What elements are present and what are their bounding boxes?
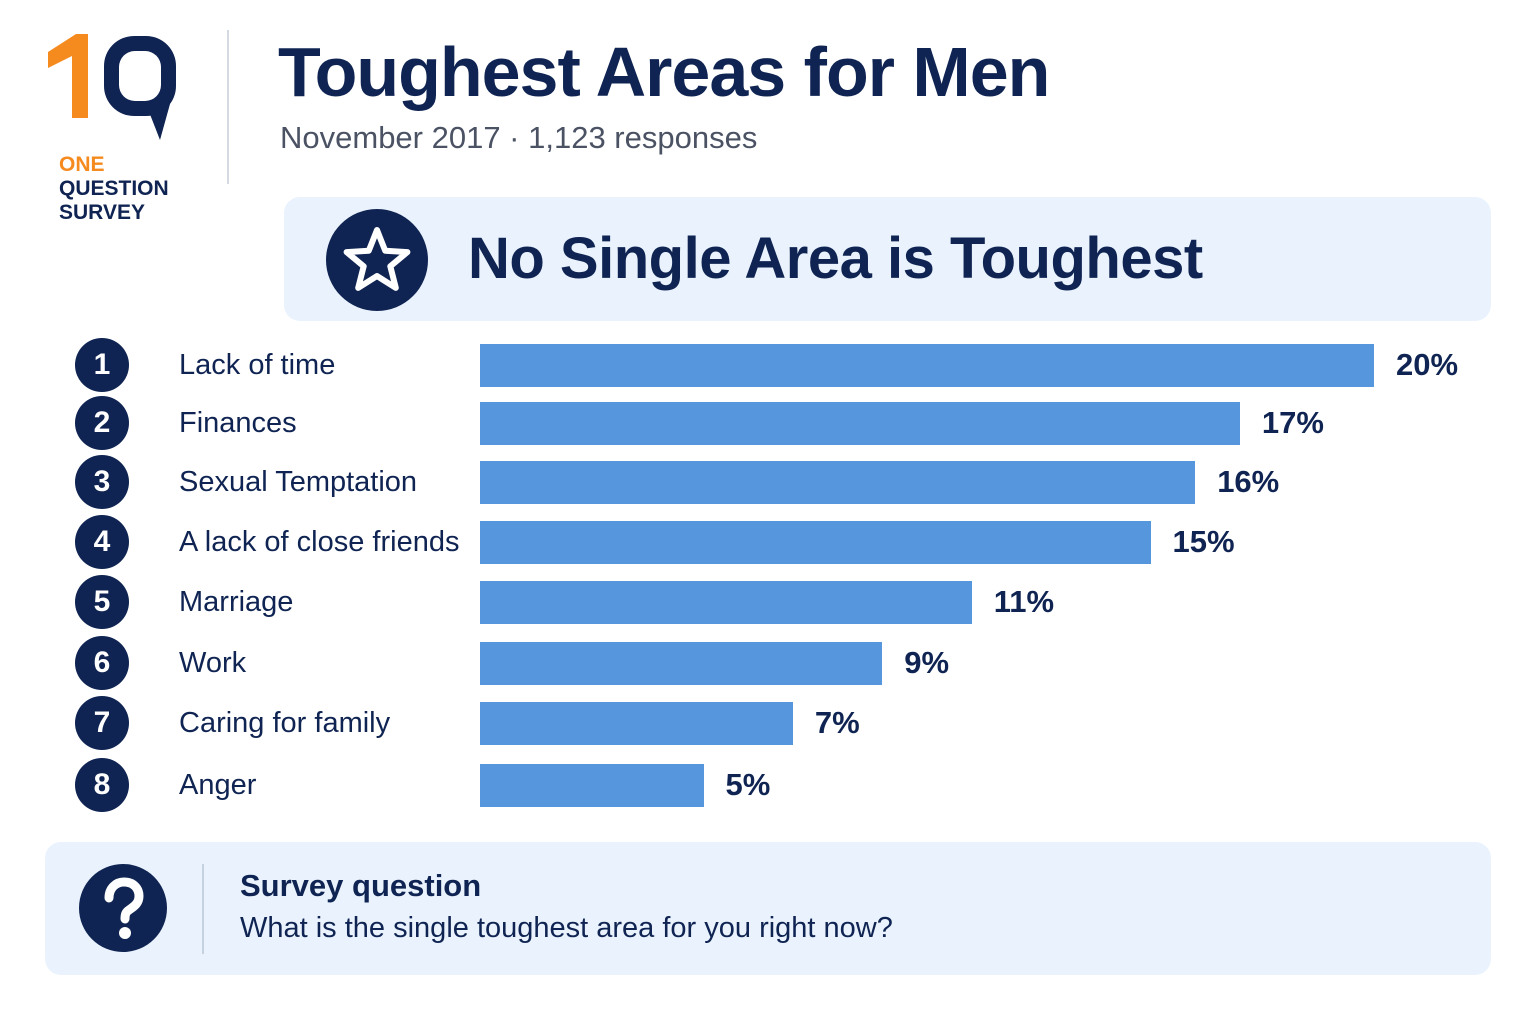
- category-label: Sexual Temptation: [179, 466, 418, 498]
- bar: [480, 642, 883, 685]
- logo-word-one: ONE: [59, 153, 105, 176]
- value-label: 11%: [993, 584, 1055, 619]
- value-label: 5%: [725, 767, 771, 802]
- headline-banner: No Single Area is Toughest: [284, 197, 1491, 321]
- banner-headline: No Single Area is Toughest: [468, 226, 1203, 291]
- rank-badge-5: 5: [75, 575, 129, 629]
- category-label: Anger: [179, 769, 257, 801]
- category-label: Caring for family: [179, 707, 391, 739]
- one-question-survey-logo: ONE QUESTION SURVEY: [46, 30, 186, 224]
- rank-badge-6: 6: [75, 636, 129, 690]
- question-heading: Survey question: [240, 868, 482, 903]
- logo-word-question: QUESTION: [59, 177, 169, 200]
- question-divider: [202, 864, 204, 954]
- rank-badge-1: 1: [75, 338, 129, 392]
- value-label: 9%: [904, 645, 950, 680]
- header-divider: [227, 30, 229, 184]
- rank-badge-3: 3: [75, 455, 129, 509]
- bar: [480, 402, 1240, 445]
- category-label: Marriage: [179, 586, 294, 618]
- bar: [480, 702, 793, 745]
- logo-word-survey: SURVEY: [59, 201, 145, 224]
- rank-badge-8: 8: [75, 758, 129, 812]
- value-label: 16%: [1217, 464, 1280, 499]
- bar: [480, 461, 1196, 504]
- question-text: What is the single toughest area for you…: [240, 912, 893, 944]
- rank-badge-2: 2: [75, 396, 129, 450]
- category-label: Lack of time: [179, 349, 336, 381]
- page-title: Toughest Areas for Men: [278, 33, 1050, 111]
- category-label: Work: [179, 647, 247, 679]
- rank-badge-7: 7: [75, 696, 129, 750]
- bar: [480, 581, 972, 624]
- bar: [480, 344, 1374, 387]
- rank-badge-4: 4: [75, 515, 129, 569]
- 1q-logo-mark: [48, 34, 176, 140]
- value-label: 17%: [1261, 405, 1324, 440]
- value-label: 20%: [1396, 347, 1459, 382]
- page-subtitle: November 2017 · 1,123 responses: [280, 120, 758, 155]
- category-label: Finances: [179, 407, 297, 439]
- category-label: A lack of close friends: [179, 526, 460, 558]
- bar: [480, 764, 704, 807]
- bar: [480, 521, 1151, 564]
- value-label: 7%: [814, 705, 860, 740]
- question-mark-icon: [79, 864, 167, 952]
- survey-question-panel: Survey question What is the single tough…: [45, 842, 1491, 975]
- value-label: 15%: [1172, 524, 1235, 559]
- star-icon: [326, 209, 428, 311]
